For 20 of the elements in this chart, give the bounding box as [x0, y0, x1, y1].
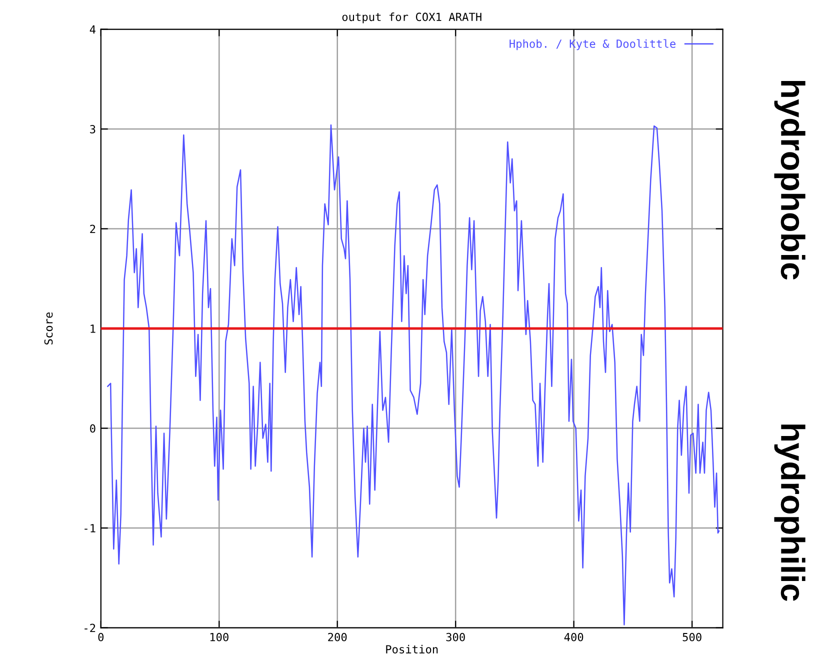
- x-tick-label: 0: [98, 632, 104, 642]
- x-tick-label: 300: [446, 632, 465, 642]
- x-tick-label: 500: [682, 632, 702, 642]
- y-tick-label: -1: [84, 524, 96, 532]
- y-tick-label: 2: [90, 224, 96, 234]
- x-axis-title: Position: [386, 644, 438, 654]
- line-series: [107, 124, 720, 626]
- x-tick-label: 100: [210, 632, 228, 642]
- chart-title: output for COX1 ARATH: [342, 12, 482, 24]
- y-tick-label: 0: [90, 424, 96, 433]
- y-tick-label: -2: [84, 624, 96, 632]
- y-tick-label: 1: [90, 324, 96, 333]
- y-tick-label: 3: [90, 125, 96, 134]
- text: hydrophobic: [774, 80, 806, 280]
- y-axis-title: Score: [44, 312, 53, 344]
- x-tick-label: 200: [328, 632, 347, 642]
- y-tick-label: 4: [90, 25, 96, 34]
- legend-label: Hphob. / Kyte & Doolittle: [510, 39, 676, 50]
- text: hydrophilic: [774, 424, 806, 601]
- x-tick-label: 400: [564, 632, 584, 642]
